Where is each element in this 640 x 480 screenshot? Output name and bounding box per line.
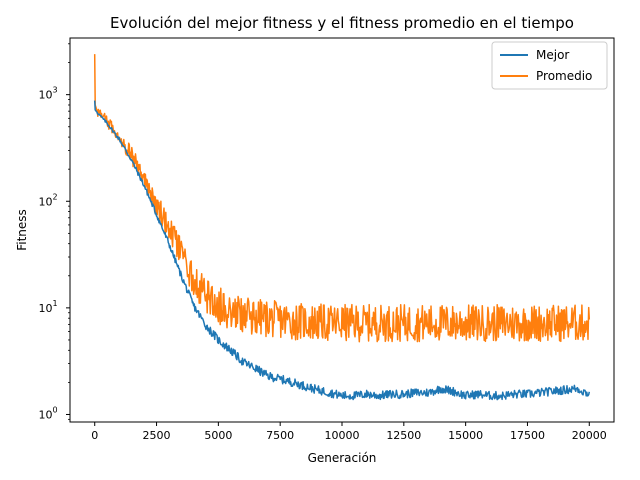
- x-tick-label: 17500: [510, 429, 545, 442]
- legend-label-mejor: Mejor: [536, 48, 569, 62]
- x-tick-label: 7500: [266, 429, 294, 442]
- legend-label-promedio: Promedio: [536, 69, 592, 83]
- x-tick-label: 2500: [143, 429, 171, 442]
- legend: Mejor Promedio: [491, 41, 608, 90]
- legend-box: [491, 41, 608, 90]
- x-tick-label: 0: [91, 429, 98, 442]
- x-axis-label: Generación: [308, 451, 377, 465]
- plot-background: [70, 38, 614, 422]
- series-line-mejor: [93, 100, 591, 401]
- y-axis-label: Fitness: [15, 209, 29, 251]
- y-tick-label: 102: [38, 192, 57, 208]
- x-tick-label: 5000: [204, 429, 232, 442]
- y-tick-label: 101: [38, 299, 57, 315]
- x-tick-label: 10000: [325, 429, 360, 442]
- y-axis: 100 101 102 103: [38, 43, 70, 421]
- x-axis: 0 2500 5000 7500 10000 12500 15000 17500 20000: [91, 422, 607, 442]
- series-layer: [93, 54, 591, 401]
- x-tick-label: 20000: [572, 429, 607, 442]
- y-tick-label: 103: [38, 86, 57, 102]
- chart-title: Evolución del mejor fitness y el fitness…: [110, 14, 574, 32]
- x-tick-label: 12500: [386, 429, 421, 442]
- x-tick-label: 15000: [448, 429, 483, 442]
- series-line-promedio: [93, 54, 591, 343]
- y-tick-label: 100: [38, 405, 57, 421]
